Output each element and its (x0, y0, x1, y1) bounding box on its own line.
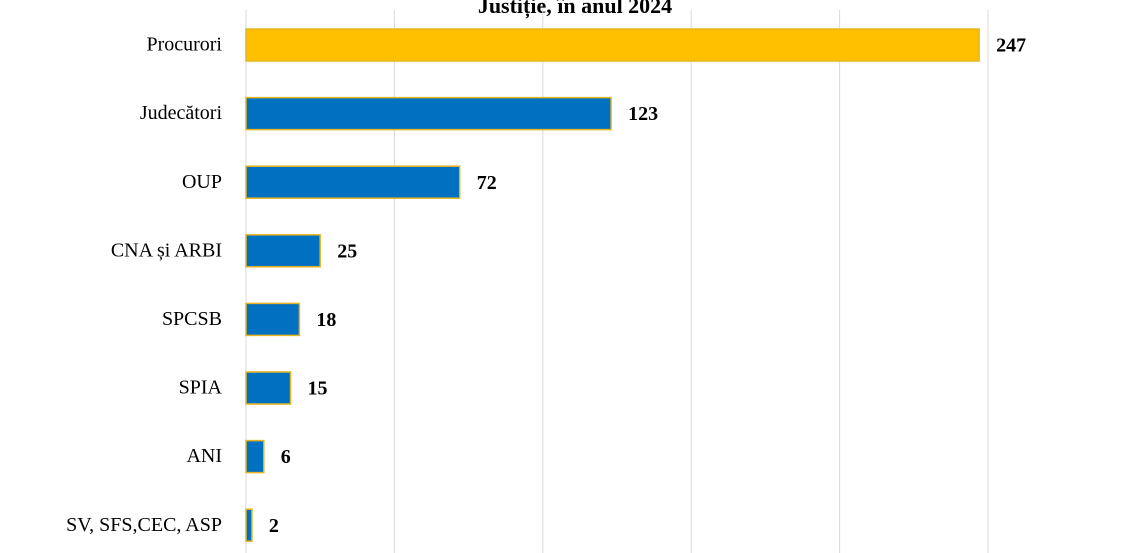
chart-title: Justiție, în anul 2024 (478, 0, 672, 19)
y-tick-label: SPCSB (162, 308, 222, 330)
bar (245, 96, 612, 131)
value-label: 25 (337, 240, 357, 262)
bar (245, 508, 253, 542)
value-label: 18 (316, 309, 336, 331)
value-label: 6 (281, 446, 291, 468)
value-label: 2 (269, 515, 279, 537)
y-tick-label: CNA și ARBI (111, 239, 222, 261)
y-tick-label: SV, SFS,CEC, ASP (66, 514, 222, 536)
bar (245, 302, 301, 337)
y-tick-label: OUP (182, 171, 222, 193)
value-label: 15 (308, 378, 328, 400)
bar (245, 234, 321, 268)
bar (245, 28, 980, 62)
bar (245, 165, 461, 199)
y-tick-label: SPIA (179, 377, 223, 399)
y-tick-label: Judecători (140, 102, 223, 124)
bar (245, 439, 265, 474)
y-tick-label: ANI (186, 445, 222, 467)
value-label: 247 (996, 35, 1026, 57)
y-tick-label: Procurori (146, 34, 222, 56)
bar (245, 371, 292, 405)
value-label: 123 (628, 103, 658, 125)
value-label: 72 (477, 172, 497, 194)
